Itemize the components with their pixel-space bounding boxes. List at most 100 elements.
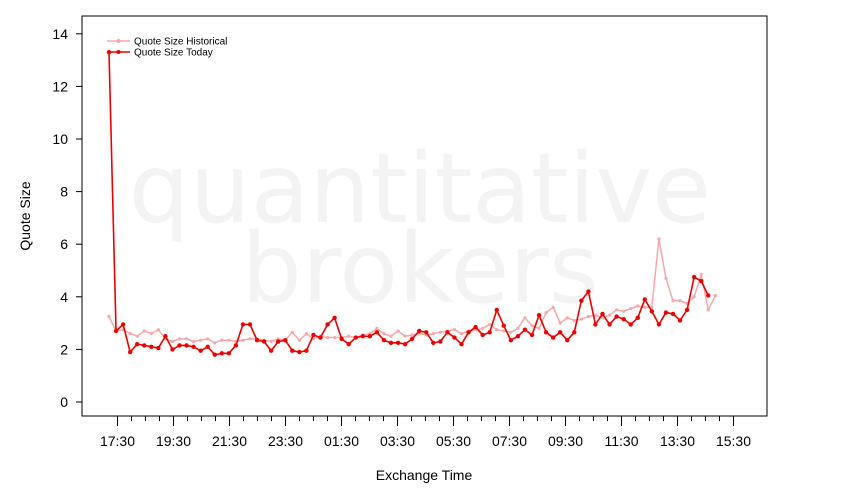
legend-marker [116, 39, 121, 43]
data-point [544, 310, 548, 315]
data-point [649, 309, 655, 314]
data-point [170, 339, 175, 344]
data-point [113, 328, 119, 334]
data-point [325, 335, 330, 340]
data-point [636, 304, 640, 308]
data-point [367, 334, 373, 339]
data-point [276, 339, 281, 344]
x-axis: 17:30 19:30 21:30 23:30 01:30 03:30 05:30 07:30… [100, 416, 751, 449]
data-point [678, 299, 682, 303]
data-point [586, 289, 591, 294]
data-point [389, 334, 393, 338]
data-point [191, 344, 196, 349]
data-point [593, 313, 598, 317]
data-point [149, 344, 154, 349]
x-tick-label: 23:30 [268, 433, 303, 449]
data-point [431, 340, 436, 346]
data-point [177, 343, 182, 348]
data-point [170, 347, 175, 352]
data-point [607, 313, 612, 317]
data-point [628, 322, 633, 327]
x-tick-label: 03:30 [380, 433, 415, 449]
data-point [227, 338, 231, 342]
data-point [516, 326, 520, 330]
data-point [346, 341, 351, 347]
data-point [635, 315, 640, 321]
y-tick-label: 8 [60, 184, 68, 200]
data-point [353, 335, 358, 340]
data-point [395, 340, 401, 346]
data-point [706, 308, 710, 312]
data-point [572, 330, 577, 335]
data-point [261, 339, 267, 344]
data-point [487, 330, 492, 335]
data-point [699, 278, 704, 284]
series-layer [106, 50, 717, 357]
plot-frame [81, 15, 768, 417]
data-point [297, 338, 301, 342]
data-point [297, 349, 302, 355]
y-tick-label: 4 [60, 289, 68, 305]
data-point [374, 330, 380, 335]
y-tick-label: 6 [60, 236, 68, 252]
data-point [600, 311, 605, 317]
data-point [325, 322, 330, 327]
data-point [663, 310, 669, 315]
data-point [339, 336, 344, 342]
data-point [572, 318, 576, 323]
data-point [198, 348, 203, 353]
data-point [219, 351, 224, 356]
data-point [551, 305, 555, 309]
data-point [537, 326, 541, 330]
data-point [643, 305, 647, 309]
data-point [233, 343, 239, 348]
data-point [375, 326, 379, 330]
data-point [381, 337, 387, 343]
data-point [304, 348, 309, 353]
data-point [713, 293, 717, 298]
data-point [269, 339, 273, 344]
data-point [607, 322, 612, 327]
data-point [438, 330, 442, 334]
x-tick-label: 19:30 [156, 433, 191, 449]
watermark-line1: quantitative [129, 133, 711, 245]
data-point [128, 332, 132, 336]
data-point [445, 330, 450, 335]
data-point [213, 341, 217, 345]
data-point [621, 316, 626, 322]
data-point [494, 307, 499, 313]
data-point [614, 314, 619, 319]
data-point [156, 345, 161, 351]
data-point [642, 297, 647, 302]
data-point [163, 334, 168, 339]
data-point [248, 337, 252, 341]
data-point [699, 272, 703, 277]
data-point [220, 338, 224, 342]
data-point [543, 330, 549, 335]
data-point [523, 316, 527, 320]
data-point [684, 307, 690, 313]
data-point [226, 351, 232, 356]
y-tick-label: 10 [52, 131, 68, 147]
legend-marker [116, 50, 121, 54]
data-point [522, 327, 528, 332]
legend-label: Quote Size Historical [134, 37, 227, 48]
data-point [706, 293, 711, 298]
data-point [135, 341, 140, 347]
data-point [529, 332, 535, 338]
data-point [671, 299, 675, 303]
data-point [452, 328, 457, 332]
y-tick-label: 14 [52, 26, 68, 42]
data-point [396, 329, 400, 333]
data-point [530, 324, 534, 328]
data-point [290, 330, 294, 334]
x-tick-label: 11:30 [605, 433, 639, 449]
data-point [206, 337, 210, 341]
data-point [268, 348, 274, 353]
data-point [149, 332, 153, 336]
data-point [558, 321, 562, 325]
y-tick-label: 12 [52, 78, 68, 94]
data-point [409, 336, 415, 342]
data-point [388, 340, 394, 346]
